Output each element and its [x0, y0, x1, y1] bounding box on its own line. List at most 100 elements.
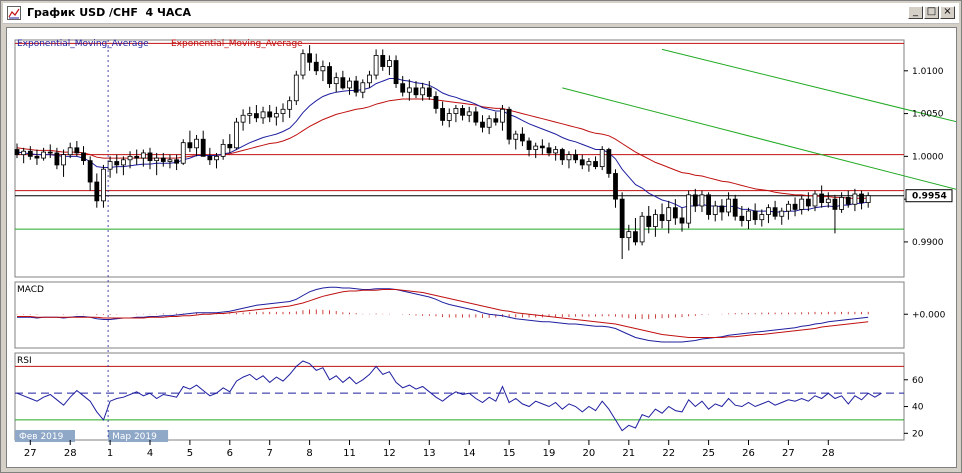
price-tick-label: 1.0050 [912, 110, 944, 120]
price-tick-label: 0.9900 [912, 238, 944, 248]
candle-body [174, 159, 180, 164]
candle-body [267, 111, 273, 118]
candle-body [400, 83, 406, 93]
candle-body [200, 138, 206, 157]
time-tick-label: 26 [742, 448, 755, 459]
candle-body [699, 194, 705, 207]
candle-body [446, 113, 452, 121]
candle-body [34, 155, 40, 159]
candle-body [712, 205, 718, 215]
candle-body [167, 159, 173, 162]
candle-body [666, 207, 672, 221]
maximize-button[interactable]: □ [924, 6, 939, 19]
macd-panel-frame [14, 281, 905, 349]
candle-body [859, 193, 864, 203]
macd-main-line [17, 286, 869, 343]
time-tick-label: 25 [702, 448, 715, 459]
candle-body [579, 159, 585, 166]
candle-body [805, 198, 811, 207]
candle-body [180, 142, 186, 164]
candle-body [606, 149, 612, 174]
candle-body [593, 161, 598, 168]
candle-body [526, 140, 532, 150]
candle-body [832, 198, 838, 210]
time-tick-label: 4 [147, 448, 153, 459]
candle-body [154, 157, 160, 162]
time-tick-label: 12 [383, 448, 396, 459]
candle-body [114, 161, 120, 166]
candle-body [766, 207, 771, 215]
month-tag [15, 430, 75, 442]
candle-body [107, 161, 113, 170]
candle-body [54, 152, 60, 166]
candle-body [406, 87, 412, 93]
candle-body [353, 80, 359, 93]
time-tick-label: 7 [267, 448, 273, 459]
current-price-label: 0.9954 [912, 192, 947, 202]
candle-body [500, 108, 505, 123]
candle-body [553, 149, 559, 154]
candle-body [619, 198, 625, 239]
time-tick-label: 27 [24, 448, 37, 459]
window-title: График USD /CHF 4 ЧАСА [27, 6, 191, 19]
candle-body [586, 161, 592, 166]
candle-body [47, 151, 53, 154]
candle-body [453, 108, 459, 114]
candle-body [313, 61, 319, 72]
time-tick-label: 5 [187, 448, 193, 459]
candle-body [599, 149, 605, 168]
time-tick-label: 27 [782, 448, 795, 459]
candle-body [493, 118, 499, 123]
candle-body [393, 60, 399, 85]
candle-body [280, 108, 286, 114]
candle-body [207, 155, 213, 161]
candle-body [41, 151, 46, 159]
candle-body [300, 53, 306, 76]
candle-body [779, 210, 785, 217]
candle-body [187, 142, 193, 149]
title-bar[interactable]: График USD /CHF 4 ЧАСА _ □ × [3, 3, 959, 24]
candle-body [633, 231, 638, 243]
rsi-tick-label: 20 [912, 429, 924, 439]
candle-body [752, 210, 758, 221]
candle-body [679, 217, 685, 224]
candle-body [466, 111, 472, 116]
candle-body [214, 155, 219, 161]
candle-body [74, 147, 80, 154]
candle-body [486, 118, 492, 128]
candle-body [852, 193, 858, 205]
candle-body [865, 195, 871, 203]
candle-body [653, 214, 658, 227]
candle-body [792, 203, 798, 210]
time-tick-label: 28 [64, 448, 77, 459]
macd-title: MACD [17, 285, 44, 295]
candle-body [839, 197, 844, 210]
candle-body [94, 181, 100, 202]
candle-body [626, 231, 632, 239]
candle-body [480, 121, 485, 128]
candle-body [367, 74, 372, 84]
candle-body [440, 108, 446, 121]
minimize-button[interactable]: _ [908, 6, 923, 19]
candle-body [320, 66, 326, 72]
month-tag-label: Мар 2019 [112, 432, 157, 442]
macd-panel: +0.000 [16, 286, 946, 343]
candle-body [234, 121, 239, 149]
candle-body [420, 87, 426, 96]
month-tag-label: Фев 2019 [19, 432, 64, 442]
close-button[interactable]: × [940, 6, 955, 19]
time-tick-label: 22 [662, 448, 675, 459]
candle-body [227, 143, 233, 149]
candle-body [546, 147, 552, 154]
time-tick-label: 28 [822, 448, 835, 459]
candle-body [732, 198, 738, 217]
candle-body [639, 215, 645, 243]
candle-body [340, 77, 346, 89]
candle-body [14, 149, 20, 156]
candle-body [273, 113, 279, 118]
candle-body [812, 193, 818, 207]
